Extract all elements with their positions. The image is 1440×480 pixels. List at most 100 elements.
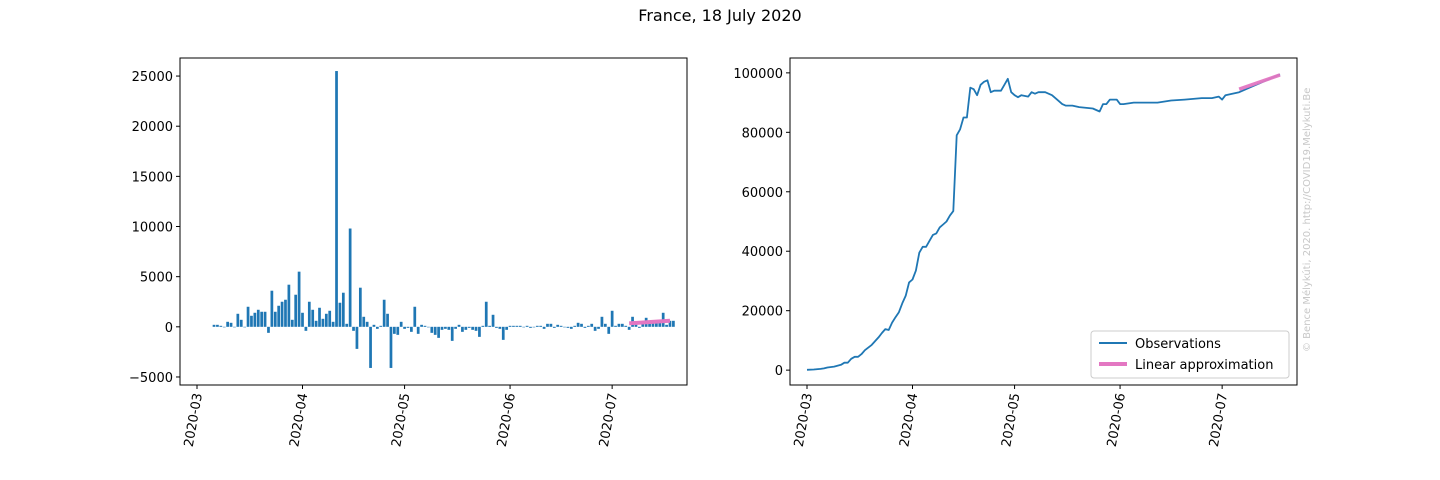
bar <box>416 326 420 334</box>
bar <box>267 326 270 333</box>
bar <box>576 322 580 327</box>
x-tick-label: 2020-07 <box>1207 392 1231 448</box>
bar <box>508 325 512 327</box>
y-tick-label: 0 <box>165 321 173 336</box>
bar <box>406 326 410 328</box>
y-tick-label: 100000 <box>733 67 783 82</box>
legend-box <box>1090 330 1290 379</box>
bar <box>270 290 274 327</box>
bar <box>430 326 434 333</box>
bar <box>655 322 658 327</box>
bar <box>236 313 240 327</box>
bar <box>341 292 345 327</box>
y-tick-label: 10000 <box>132 221 173 236</box>
y-tick-label: 0 <box>775 364 783 379</box>
bar <box>338 302 342 327</box>
y-tick-label: 80000 <box>742 126 783 141</box>
y-tick-label: 5000 <box>140 271 173 286</box>
bar <box>522 326 526 328</box>
watermark-text: © Bence Mélykúti, 2020. http://COVID19.M… <box>1301 88 1313 352</box>
bar <box>216 324 219 327</box>
bar <box>614 325 617 327</box>
bar <box>603 323 607 327</box>
bar <box>535 325 539 327</box>
bar <box>253 312 257 327</box>
bar <box>593 326 597 331</box>
bar <box>512 325 515 327</box>
bar <box>399 321 403 327</box>
axes-frame <box>789 57 1298 386</box>
x-tick-label: 2020-03 <box>182 392 206 448</box>
bar <box>348 228 352 327</box>
cumulative-line-chart: 0 20000 40000 60000 80000 100000 2020-03 2020-0… <box>733 57 1298 448</box>
bar <box>638 326 641 328</box>
x-tick-label: 2020-04 <box>287 392 311 448</box>
bar <box>284 299 287 327</box>
bar <box>393 326 396 334</box>
bar <box>457 324 461 327</box>
bar <box>549 323 553 327</box>
bar <box>280 301 284 327</box>
bar <box>546 323 549 327</box>
bar <box>539 325 543 327</box>
bar <box>525 325 529 327</box>
bar <box>352 326 355 331</box>
bar <box>226 321 229 327</box>
bar <box>219 325 223 327</box>
bar <box>382 299 386 327</box>
linear-approximation-line <box>1238 73 1281 91</box>
bar <box>484 301 488 327</box>
bar <box>461 326 464 332</box>
bar <box>369 326 372 368</box>
bar <box>566 326 570 328</box>
bar <box>563 326 566 328</box>
figure-title: France, 18 July 2020 <box>638 6 802 25</box>
observations-line <box>806 73 1281 371</box>
x-tick-label: 2020-06 <box>1105 392 1129 448</box>
bar <box>658 322 662 327</box>
bar <box>597 326 600 329</box>
bar <box>277 305 281 327</box>
x-tick-label: 2020-03 <box>792 392 816 448</box>
bar <box>273 311 277 327</box>
y-tick-label: 15000 <box>132 170 173 185</box>
bar <box>495 326 498 328</box>
y-tick-label: −5000 <box>129 371 173 386</box>
bar <box>307 301 311 327</box>
bar <box>600 316 604 327</box>
x-tick-label: 2020-05 <box>999 392 1023 448</box>
bar <box>212 324 216 327</box>
bar <box>246 306 250 327</box>
bar <box>222 326 226 328</box>
bar <box>573 325 577 327</box>
bar <box>559 325 563 327</box>
bar <box>665 324 668 327</box>
bar <box>498 326 502 329</box>
x-tick-label: 2020-05 <box>389 392 413 448</box>
x-tick-label: 2020-07 <box>597 392 621 448</box>
bar <box>365 321 369 327</box>
y-tick-label: 60000 <box>742 186 783 201</box>
bar <box>335 71 338 327</box>
bar <box>668 320 672 327</box>
x-tick-label: 2020-06 <box>495 392 519 448</box>
bar <box>532 326 536 328</box>
bar <box>229 322 233 327</box>
axes-frame <box>179 57 688 386</box>
bar <box>505 326 509 330</box>
bar <box>263 311 267 327</box>
bar <box>488 325 492 327</box>
y-tick-label: 25000 <box>132 70 173 85</box>
bar <box>634 323 638 327</box>
linear-approximation-line <box>629 318 671 326</box>
bar <box>301 312 304 327</box>
bar <box>627 326 631 330</box>
bar <box>552 326 556 328</box>
bar <box>372 324 376 327</box>
bar <box>450 326 454 341</box>
bar <box>403 326 406 329</box>
bar <box>491 314 495 327</box>
bar <box>375 326 379 329</box>
legend: Observations Linear approximation <box>1090 330 1290 379</box>
y-tick-label: 20000 <box>132 120 173 135</box>
